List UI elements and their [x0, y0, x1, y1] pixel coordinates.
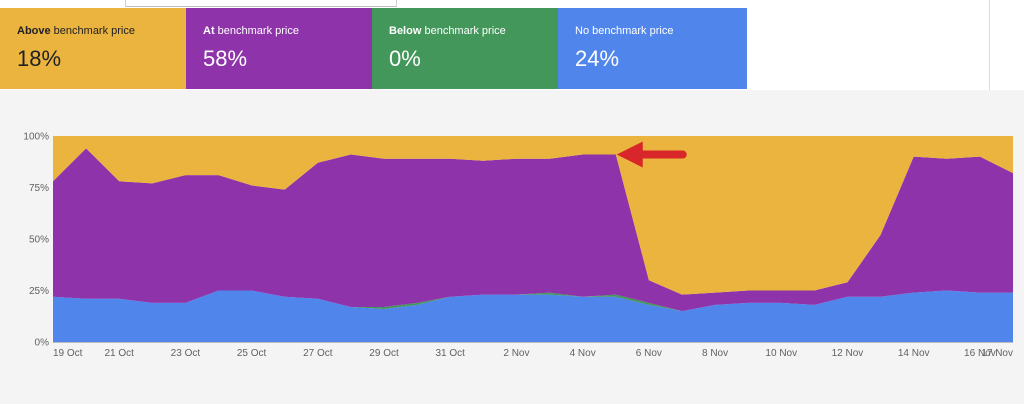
y-tick-label: 75%: [29, 183, 49, 194]
y-tick-label: 50%: [29, 235, 49, 246]
card-value: 18%: [17, 46, 62, 71]
stacked-area-chart: 0% 25% 50% 75% 100% 19 Oct 21 Oct 23 Oct 25 Oct 2…: [23, 132, 1013, 359]
x-tick-label: 14 Nov: [898, 348, 930, 359]
series-at-area: [53, 148, 1013, 312]
x-tick-label: 17 Nov: [981, 348, 1013, 359]
x-tick-label: 25 Oct: [237, 348, 267, 359]
x-tick-label: 21 Oct: [104, 348, 134, 359]
x-tick-label: 2 Nov: [503, 348, 529, 359]
x-tick-label: 27 Oct: [303, 348, 333, 359]
card-no-benchmark[interactable]: No benchmark price 24%: [558, 8, 747, 89]
chart-panel: 0% 25% 50% 75% 100% 19 Oct 21 Oct 23 Oct 25 Oct 2…: [0, 90, 1024, 404]
x-tick-label: 10 Nov: [765, 348, 797, 359]
card-label: Below benchmark price: [389, 25, 506, 37]
x-tick-label: 12 Nov: [832, 348, 864, 359]
tooltip-edge: [125, 0, 397, 7]
card-above-benchmark[interactable]: Above benchmark price 18%: [0, 8, 186, 89]
x-tick-label: 16 Nov: [964, 348, 996, 359]
x-tick-label: 6 Nov: [636, 348, 662, 359]
card-value: 24%: [575, 46, 620, 71]
x-tick-label: 23 Oct: [171, 348, 201, 359]
card-label: Above benchmark price: [17, 25, 135, 37]
page-footer-space: [0, 404, 1024, 420]
card-label: No benchmark price: [575, 25, 674, 37]
series-none-area: [53, 290, 1013, 342]
x-tick-label: 19 Oct: [53, 348, 83, 359]
scorecard-row: Above benchmark price 18% At benchmark p…: [0, 8, 747, 89]
annotation-arrow-head: [616, 141, 643, 168]
x-tick-label: 29 Oct: [369, 348, 399, 359]
divider: [989, 0, 990, 90]
series-above-area: [53, 136, 1013, 295]
x-tick-label: 8 Nov: [702, 348, 728, 359]
card-below-benchmark[interactable]: Below benchmark price 0%: [372, 8, 558, 89]
card-label: At benchmark price: [203, 25, 299, 37]
y-tick-label: 0%: [35, 338, 50, 349]
card-value: 58%: [203, 46, 248, 71]
y-tick-label: 25%: [29, 286, 49, 297]
card-at-benchmark[interactable]: At benchmark price 58%: [186, 8, 372, 89]
x-tick-label: 4 Nov: [570, 348, 596, 359]
y-tick-label: 100%: [23, 132, 49, 143]
card-value: 0%: [389, 46, 421, 71]
x-tick-label: 31 Oct: [436, 348, 466, 359]
